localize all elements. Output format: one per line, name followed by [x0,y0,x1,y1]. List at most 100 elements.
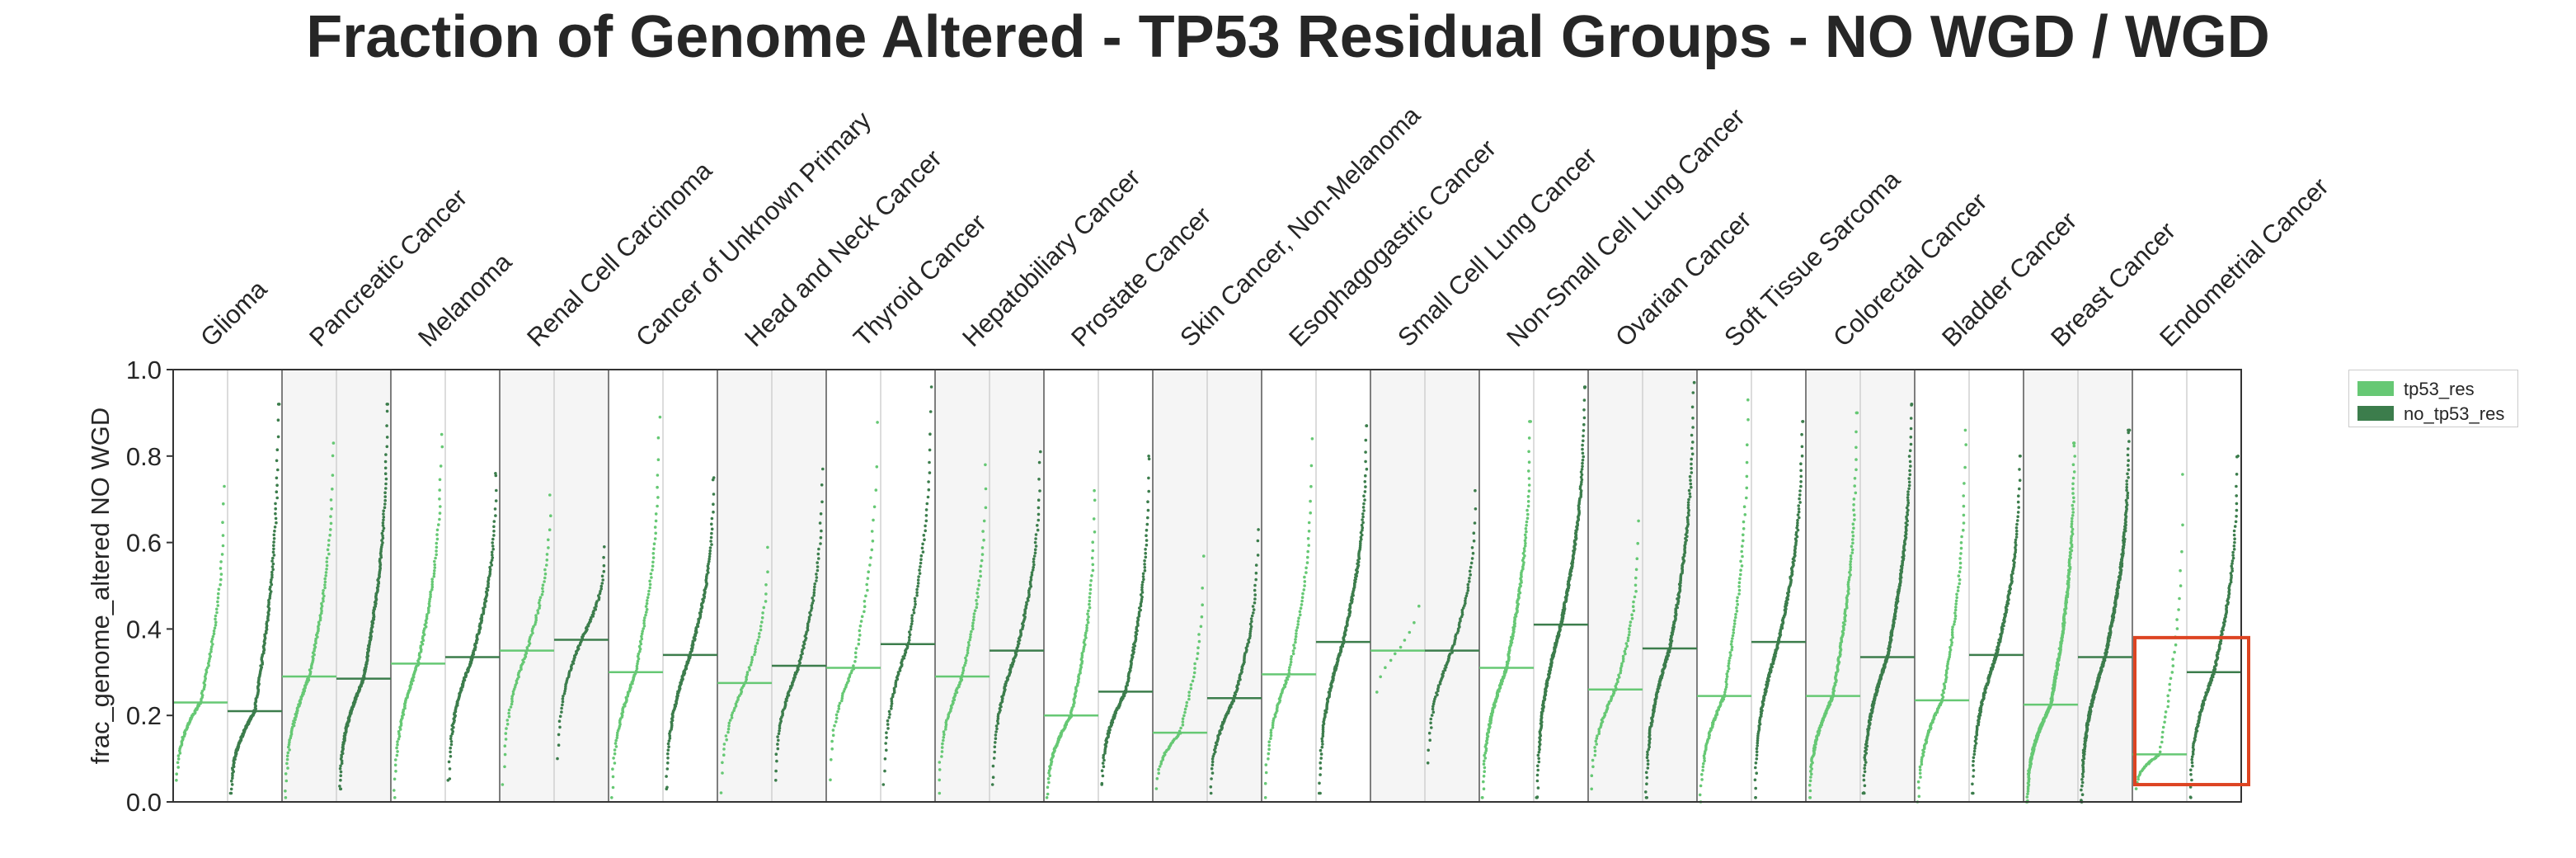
point-glioma-no-tp53-res [277,403,281,406]
point-head-and-neck-cancer-tp53-res [762,606,766,610]
point-glioma-no-tp53-res [268,596,272,600]
point-melanoma-no-tp53-res [490,559,494,562]
point-ovarian-cancer-no-tp53-res [1692,380,1696,384]
point-glioma-no-tp53-res [270,559,274,563]
point-cancer-of-unknown-primary-tp53-res [646,592,651,596]
point-melanoma-tp53-res [393,796,397,799]
point-thyroid-cancer-no-tp53-res [910,620,914,623]
point-soft-tissue-sarcoma-tp53-res [1727,662,1731,665]
point-soft-tissue-sarcoma-tp53-res [1699,784,1703,788]
point-bladder-cancer-no-tp53-res [1972,775,1975,778]
point-skin-cancer-non-melanoma-tp53-res [1195,657,1199,661]
point-hepatobiliary-cancer-tp53-res [969,635,972,639]
point-renal-cell-carcinoma-tp53-res [548,528,552,531]
point-renal-cell-carcinoma-no-tp53-res [597,594,600,597]
point-bladder-cancer-no-tp53-res [1972,749,1977,753]
point-esophagogastric-cancer-tp53-res [1301,592,1304,596]
point-non-small-cell-lung-cancer-no-tp53-res [1582,398,1586,402]
point-non-small-cell-lung-cancer-no-tp53-res [1580,473,1584,477]
point-soft-tissue-sarcoma-no-tp53-res [1796,513,1800,516]
point-melanoma-tp53-res [395,753,399,757]
point-small-cell-lung-cancer-tp53-res [1384,666,1387,669]
point-ovarian-cancer-no-tp53-res [1645,796,1648,799]
point-renal-cell-carcinoma-tp53-res [545,563,548,567]
point-head-and-neck-cancer-no-tp53-res [776,742,779,746]
point-melanoma-tp53-res [428,604,431,608]
point-cancer-of-unknown-primary-tp53-res [611,785,615,790]
point-soft-tissue-sarcoma-tp53-res [1746,417,1750,422]
point-esophagogastric-cancer-tp53-res [1288,666,1291,669]
point-ovarian-cancer-no-tp53-res [1690,446,1694,450]
point-hepatobiliary-cancer-no-tp53-res [1037,506,1041,510]
point-pancreatic-cancer-tp53-res [322,596,325,601]
point-prostate-cancer-tp53-res [1088,587,1093,592]
point-head-and-neck-cancer-tp53-res [727,721,731,725]
point-head-and-neck-cancer-no-tp53-res [811,599,816,602]
point-head-and-neck-cancer-tp53-res [753,653,756,657]
point-thyroid-cancer-no-tp53-res [927,480,930,483]
point-hepatobiliary-cancer-no-tp53-res [996,722,1000,725]
point-renal-cell-carcinoma-tp53-res [543,576,547,580]
point-soft-tissue-sarcoma-tp53-res [1742,539,1745,543]
point-non-small-cell-lung-cancer-tp53-res [1483,757,1488,760]
point-cancer-of-unknown-primary-tp53-res [613,748,617,752]
point-cancer-of-unknown-primary-no-tp53-res [665,785,669,790]
point-prostate-cancer-tp53-res [1047,780,1051,785]
point-melanoma-tp53-res [435,553,438,557]
point-bladder-cancer-tp53-res [1916,780,1920,784]
point-bladder-cancer-tp53-res [1958,570,1962,573]
point-esophagogastric-cancer-no-tp53-res [1361,526,1365,530]
point-glioma-no-tp53-res [275,448,280,451]
point-hepatobiliary-cancer-no-tp53-res [993,750,996,754]
point-prostate-cancer-tp53-res [1091,568,1095,573]
point-thyroid-cancer-tp53-res [859,620,863,623]
point-renal-cell-carcinoma-tp53-res [534,623,537,626]
point-hepatobiliary-cancer-tp53-res [982,538,985,542]
point-thyroid-cancer-tp53-res [872,518,875,522]
point-cancer-of-unknown-primary-tp53-res [610,796,613,799]
point-thyroid-cancer-no-tp53-res [928,410,933,413]
point-small-cell-lung-cancer-no-tp53-res [1468,580,1471,583]
point-cancer-of-unknown-primary-no-tp53-res [712,476,716,479]
point-cancer-of-unknown-primary-tp53-res [638,649,642,653]
point-esophagogastric-cancer-tp53-res [1304,571,1308,574]
point-head-and-neck-cancer-no-tp53-res [816,565,820,568]
point-ovarian-cancer-no-tp53-res [1644,771,1648,775]
point-thyroid-cancer-tp53-res [858,625,863,628]
point-ovarian-cancer-tp53-res [1624,642,1629,645]
point-soft-tissue-sarcoma-tp53-res [1734,615,1737,620]
point-thyroid-cancer-tp53-res [863,610,866,614]
point-small-cell-lung-cancer-no-tp53-res [1430,714,1434,717]
point-melanoma-tp53-res [396,740,399,743]
point-prostate-cancer-tp53-res [1088,592,1092,596]
point-thyroid-cancer-no-tp53-res [910,614,914,617]
point-glioma-tp53-res [222,502,225,506]
point-cancer-of-unknown-primary-tp53-res [645,607,649,611]
point-bladder-cancer-tp53-res [1962,521,1966,525]
point-skin-cancer-non-melanoma-tp53-res [1189,683,1193,686]
point-glioma-no-tp53-res [272,533,276,537]
point-pancreatic-cancer-tp53-res [288,748,291,752]
point-small-cell-lung-cancer-no-tp53-res [1468,577,1471,580]
point-colorectal-cancer-no-tp53-res [1862,774,1866,777]
point-glioma-no-tp53-res [269,590,273,593]
point-renal-cell-carcinoma-tp53-res [548,493,552,497]
point-renal-cell-carcinoma-no-tp53-res [557,733,561,737]
point-glioma-tp53-res [207,659,211,663]
point-bladder-cancer-tp53-res [1963,482,1966,485]
point-cancer-of-unknown-primary-no-tp53-res [710,516,714,521]
point-skin-cancer-non-melanoma-tp53-res [1181,720,1185,724]
point-glioma-no-tp53-res [231,776,234,780]
point-glioma-no-tp53-res [268,587,272,592]
point-soft-tissue-sarcoma-tp53-res [1745,460,1749,464]
point-pancreatic-cancer-no-tp53-res [382,516,386,519]
point-cancer-of-unknown-primary-tp53-res [638,647,642,651]
point-small-cell-lung-cancer-no-tp53-res [1429,721,1432,725]
point-thyroid-cancer-tp53-res [864,594,867,598]
point-skin-cancer-non-melanoma-no-tp53-res [1210,771,1215,775]
point-melanoma-no-tp53-res [488,565,491,569]
point-skin-cancer-non-melanoma-tp53-res [1181,717,1185,720]
point-thyroid-cancer-no-tp53-res [925,502,929,506]
point-cancer-of-unknown-primary-tp53-res [642,621,646,625]
point-thyroid-cancer-tp53-res [874,488,878,492]
